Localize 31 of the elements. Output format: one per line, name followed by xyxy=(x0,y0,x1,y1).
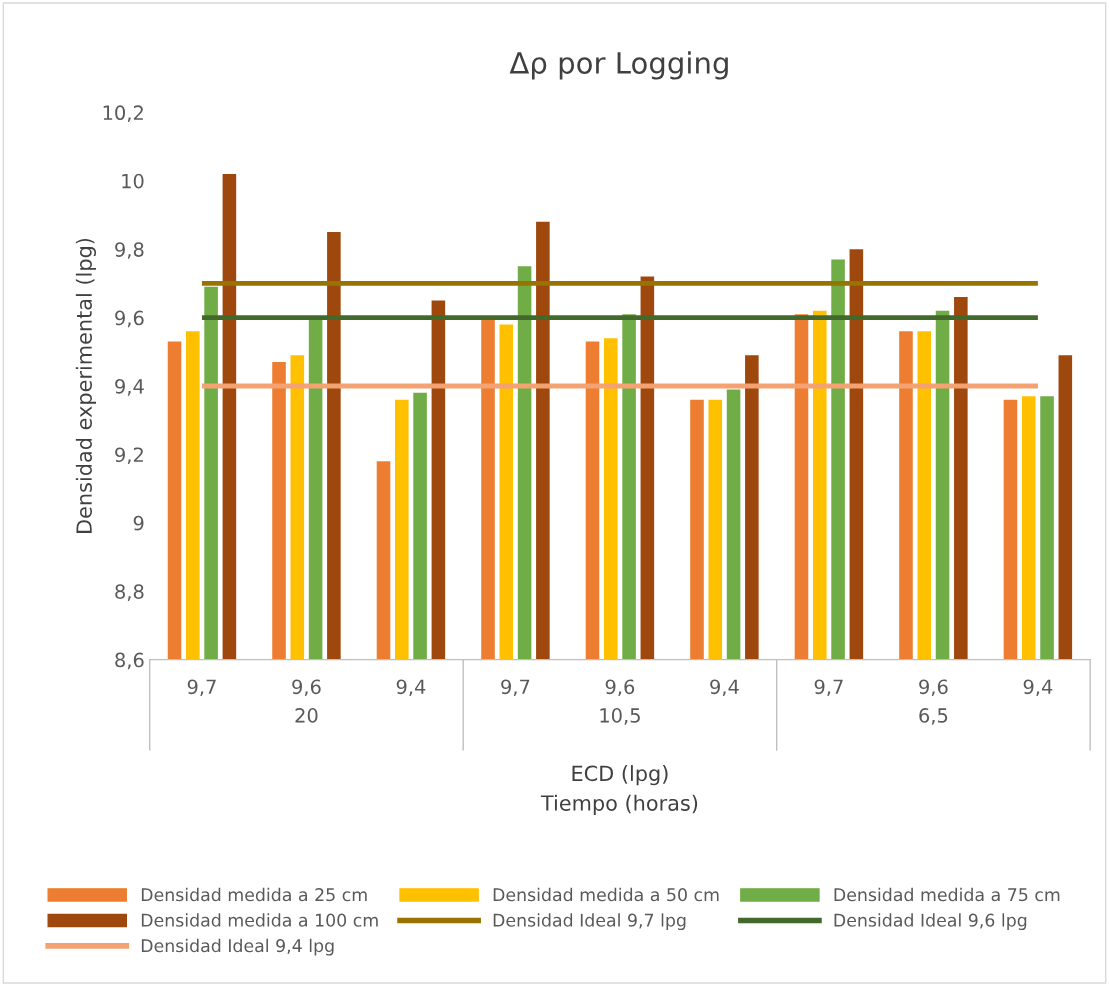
x-tick-label: 9,6 xyxy=(605,679,635,697)
x-tick-label: 9,4 xyxy=(396,679,426,697)
y-tick-label: 9 xyxy=(133,515,144,531)
y-tick-label: 10 xyxy=(122,173,144,189)
y-tick-label: 8,6 xyxy=(115,652,144,670)
text: 10,5 xyxy=(600,708,640,725)
x-tick-label: 9,7 xyxy=(501,679,530,697)
y-tick-label: 10,2 xyxy=(103,105,143,123)
x-tick-label: 9,4 xyxy=(710,679,739,697)
x-tick-label: 9,6 xyxy=(919,679,948,697)
y-tick-label: 9,2 xyxy=(115,447,143,465)
legend-label: Densidad medida a 25 cm xyxy=(141,887,367,902)
text: 20 xyxy=(295,708,318,723)
y-axis-title: Densidad experimental (lpg) xyxy=(75,238,96,533)
x-tick-label: 9,7 xyxy=(187,679,216,697)
chart-title: Δρ por Logging xyxy=(509,51,728,80)
y-tick-label: 9,4 xyxy=(115,378,144,396)
legend-label: Densidad Ideal 9,7 lpg xyxy=(493,913,686,931)
y-tick-label: 8,8 xyxy=(115,584,144,601)
legend-label: Densidad medida a 50 cm xyxy=(493,887,719,902)
y-tick-label: 9,8 xyxy=(115,242,144,259)
x-tick-label: 9,7 xyxy=(814,679,843,697)
x-tick-label: 9,6 xyxy=(292,679,321,697)
legend-label: Densidad medida a 100 cm xyxy=(141,913,378,927)
x-tick-label: 9,4 xyxy=(1023,679,1053,697)
x-axis-title: ECD (lpg) Tiempo (horas) xyxy=(540,765,698,815)
legend-label: Densidad Ideal 9,6 lpg xyxy=(834,913,1027,931)
legend-label: Densidad Ideal 9,4 lpg xyxy=(141,938,334,956)
y-tick-label: 9,6 xyxy=(115,310,144,328)
text: 6,5 xyxy=(919,708,948,725)
legend-label: Densidad medida a 75 cm xyxy=(834,887,1060,902)
